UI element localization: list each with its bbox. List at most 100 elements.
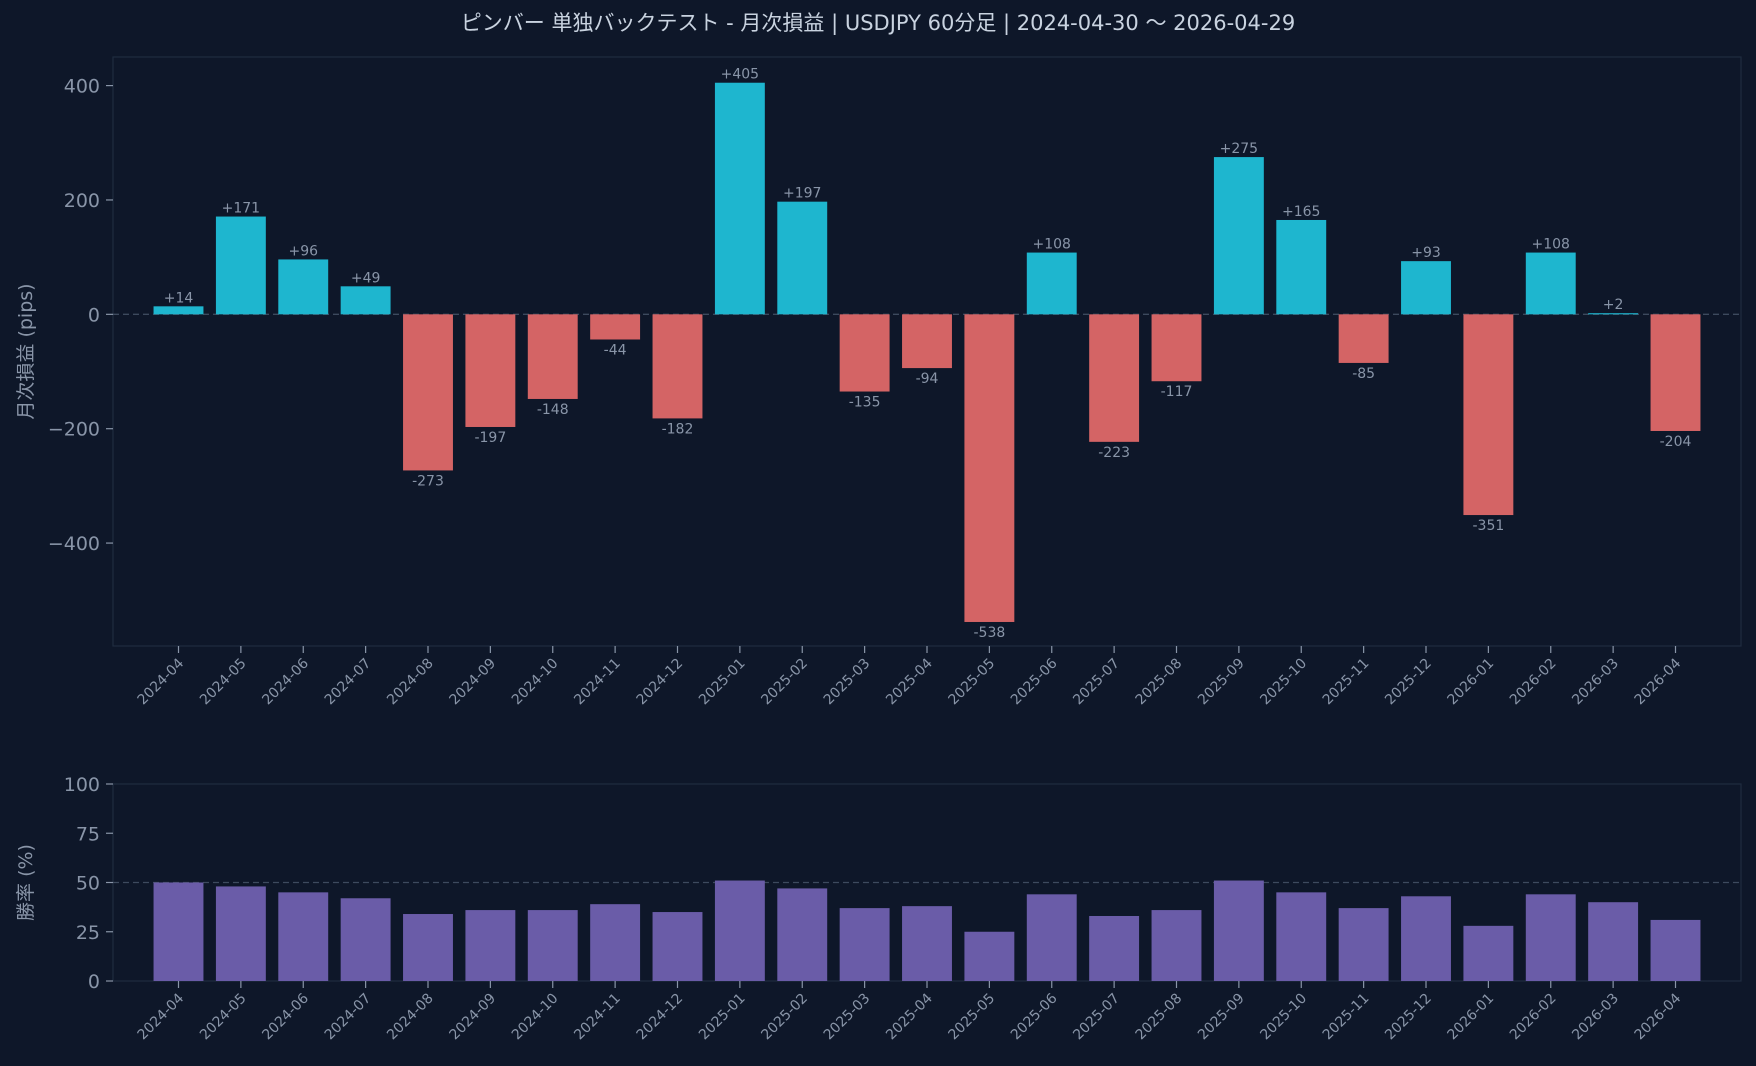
x-tick-label: 2025-02 <box>758 656 811 709</box>
x-tick-label: 2026-04 <box>1632 990 1685 1043</box>
data-label: -135 <box>849 395 881 411</box>
bar <box>1089 314 1140 442</box>
bar <box>153 882 204 981</box>
bar <box>1463 925 1514 981</box>
data-label: -538 <box>973 625 1005 641</box>
bar <box>590 904 641 981</box>
x-tick-label: 2025-12 <box>1382 656 1435 709</box>
x-tick-label: 2024-12 <box>634 656 687 709</box>
x-tick-label: 2026-02 <box>1507 656 1560 709</box>
data-label: -117 <box>1161 384 1193 400</box>
x-tick-label: 2026-01 <box>1445 991 1498 1044</box>
bar <box>1650 919 1701 981</box>
bar <box>527 314 578 399</box>
bar <box>1213 157 1264 315</box>
x-tick-label: 2024-12 <box>634 991 687 1044</box>
x-tick-label: 2025-04 <box>883 990 936 1043</box>
data-label: +2 <box>1603 297 1624 313</box>
x-tick-label: 2024-04 <box>135 655 188 708</box>
x-tick-label: 2024-11 <box>571 656 624 709</box>
data-label: -94 <box>916 371 939 387</box>
y-tick-label: −200 <box>48 419 100 441</box>
bar <box>777 201 828 315</box>
bar <box>278 259 329 315</box>
pnl-panel: 400 200 0 −200 −400 月次損益 (pips) +14 2024-04 +171… <box>15 56 1742 709</box>
bar <box>278 892 329 981</box>
x-tick-label: 2024-07 <box>322 991 375 1044</box>
x-tick-label: 2025-08 <box>1133 656 1186 709</box>
x-tick-label: 2024-05 <box>197 656 250 709</box>
x-tick-label: 2024-09 <box>447 656 500 709</box>
bar <box>403 314 453 471</box>
y-tick-label: 400 <box>64 76 100 98</box>
x-tick-label: 2026-03 <box>1569 991 1622 1044</box>
data-label: -351 <box>1472 518 1504 534</box>
x-tick-label: 2025-12 <box>1382 991 1435 1044</box>
data-label: -85 <box>1352 366 1375 382</box>
y-axis-label: 勝率 (%) <box>15 844 37 921</box>
data-label: -273 <box>412 473 444 489</box>
data-label: -204 <box>1660 434 1692 450</box>
bar <box>340 286 391 315</box>
x-tick-label: 2024-08 <box>384 656 437 709</box>
bar <box>1151 910 1202 981</box>
x-tick-label: 2026-03 <box>1569 656 1622 709</box>
x-tick-label: 2024-08 <box>384 991 437 1044</box>
bar <box>340 898 391 981</box>
bar <box>652 314 703 419</box>
data-label: -148 <box>537 402 569 418</box>
x-tick-label: 2024-10 <box>509 656 562 709</box>
data-label: +108 <box>1532 237 1570 253</box>
data-label: +49 <box>351 270 381 286</box>
x-tick-label: 2024-07 <box>322 656 375 709</box>
x-tick-label: 2025-06 <box>1008 655 1061 708</box>
y-axis-label: 月次損益 (pips) <box>15 283 37 419</box>
y-tick-label: 200 <box>64 190 100 212</box>
bar <box>839 908 890 981</box>
data-label: +14 <box>164 290 194 306</box>
y-tick-label: −400 <box>48 533 100 555</box>
y-tick-label: 50 <box>76 873 100 895</box>
data-label: -223 <box>1098 445 1130 461</box>
x-tick-label: 2025-11 <box>1320 656 1373 709</box>
data-label: +93 <box>1411 245 1441 261</box>
bar <box>1151 314 1202 382</box>
x-tick-label: 2025-01 <box>696 656 749 709</box>
x-tick-label: 2025-07 <box>1070 991 1123 1044</box>
bar <box>1463 314 1514 516</box>
bar <box>1338 314 1389 363</box>
y-tick-label: 0 <box>88 971 100 993</box>
x-tick-label: 2025-08 <box>1133 991 1186 1044</box>
bar <box>1276 219 1327 315</box>
bar <box>1401 896 1451 981</box>
bar <box>1276 892 1327 981</box>
data-label: +108 <box>1033 237 1071 253</box>
bar <box>964 931 1015 981</box>
bar <box>1401 261 1451 315</box>
bar <box>403 914 453 981</box>
x-tick-label: 2025-07 <box>1070 656 1123 709</box>
bar <box>465 314 516 427</box>
bar <box>1525 252 1576 315</box>
x-tick-label: 2024-05 <box>197 991 250 1044</box>
bar <box>590 314 641 340</box>
bar <box>153 306 204 315</box>
x-tick-label: 2025-10 <box>1257 656 1310 709</box>
bar <box>1338 908 1389 981</box>
x-tick-label: 2024-04 <box>135 990 188 1043</box>
bar <box>1026 894 1077 981</box>
y-tick-label: 100 <box>64 774 100 796</box>
bar <box>902 906 952 981</box>
bar <box>714 880 765 981</box>
data-label: +96 <box>288 243 318 259</box>
x-tick-label: 2025-11 <box>1320 991 1373 1044</box>
bar <box>1026 252 1077 315</box>
x-tick-label: 2025-10 <box>1257 991 1310 1044</box>
bar <box>1588 313 1639 315</box>
x-tick-label: 2025-04 <box>883 655 936 708</box>
bar <box>652 912 703 981</box>
bar <box>839 314 890 392</box>
bar <box>465 910 516 981</box>
